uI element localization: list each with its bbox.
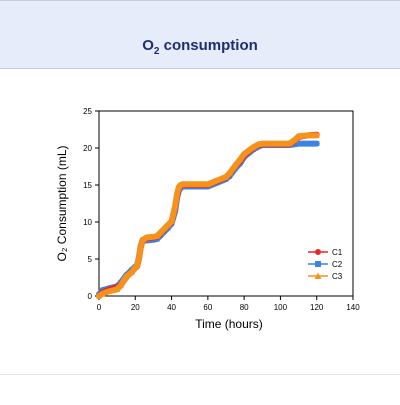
x-axis-label: Time (hours)	[195, 317, 263, 331]
data-point	[134, 262, 141, 269]
data-point	[237, 156, 244, 162]
data-point	[168, 218, 175, 224]
x-tick-label: 0	[97, 303, 102, 312]
data-point	[123, 273, 130, 280]
x-tick-label: 100	[274, 303, 288, 312]
legend-marker	[315, 261, 321, 267]
legend-label: C3	[332, 272, 343, 281]
data-point	[208, 179, 215, 186]
data-point	[226, 170, 233, 176]
data-point	[259, 140, 266, 147]
header-banner: O2 consumption	[0, 0, 400, 69]
legend-label: C2	[332, 260, 343, 269]
x-tick-label: 40	[167, 303, 176, 312]
data-point	[128, 269, 135, 275]
x-tick-label: 80	[240, 303, 249, 312]
y-tick-label: 20	[83, 144, 92, 153]
data-point	[295, 133, 302, 139]
data-point	[157, 229, 164, 235]
data-point	[195, 181, 202, 187]
data-point	[277, 140, 284, 147]
data-point	[204, 181, 211, 187]
data-point	[135, 255, 142, 261]
footer-divider	[0, 374, 400, 375]
x-tick-label: 20	[131, 303, 140, 312]
data-point	[286, 140, 293, 147]
data-point	[137, 244, 144, 250]
data-point	[117, 282, 124, 289]
page-title: O2 consumption	[142, 36, 258, 57]
x-tick-label: 120	[310, 303, 324, 312]
data-point	[105, 288, 112, 295]
data-point	[241, 150, 248, 157]
y-axis-label: O₂ Consumption (mL)	[55, 145, 69, 261]
data-point	[291, 136, 298, 143]
data-point	[179, 181, 186, 187]
data-point	[213, 177, 220, 184]
legend: C1 C2 C3	[308, 248, 343, 281]
y-tick-label: 15	[83, 181, 92, 190]
data-point	[304, 132, 311, 138]
data-point	[296, 141, 302, 147]
data-point	[314, 141, 320, 147]
data-point	[164, 221, 171, 228]
data-point	[99, 290, 106, 297]
data-point	[250, 144, 257, 150]
x-tick-label: 60	[203, 303, 212, 312]
legend-marker	[314, 272, 322, 279]
plot-frame	[98, 110, 354, 297]
y-tick-label: 10	[83, 218, 92, 227]
data-point	[172, 202, 179, 209]
y-tick-label: 5	[88, 255, 93, 264]
data-point	[114, 286, 121, 292]
data-point	[305, 141, 311, 147]
y-tick-label: 0	[88, 292, 93, 301]
x-tick-label: 140	[346, 303, 360, 312]
data-point	[186, 181, 193, 187]
data-point	[154, 233, 161, 239]
data-point	[292, 141, 298, 147]
data-point	[232, 162, 239, 169]
y-tick-label: 25	[83, 107, 92, 116]
series-c3	[96, 132, 320, 299]
data-point	[143, 234, 150, 241]
legend-label: C1	[332, 248, 343, 257]
data-point	[313, 132, 320, 138]
data-point	[174, 190, 181, 197]
legend-marker	[315, 249, 321, 255]
data-point	[96, 293, 102, 299]
data-point	[223, 173, 229, 180]
